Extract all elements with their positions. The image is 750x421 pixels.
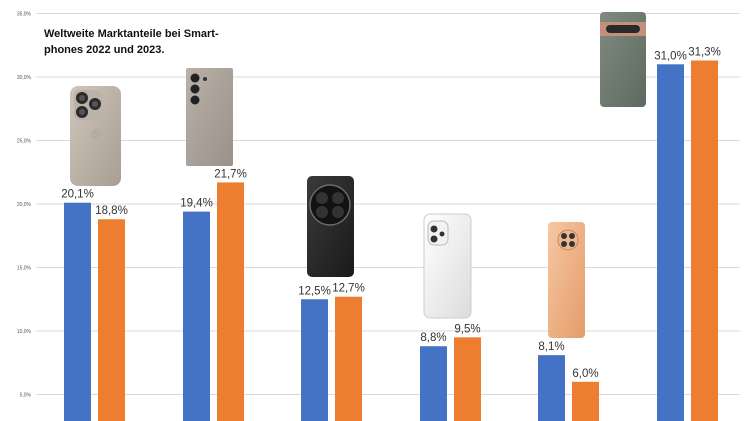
data-label: 31,3%	[688, 46, 721, 58]
google-pixel-icon	[600, 12, 646, 107]
bar-2023-6	[691, 60, 718, 421]
bar-2022-6	[657, 64, 684, 421]
chart-title: Weltweite Marktanteile bei Smart- phones…	[44, 26, 244, 58]
data-label: 9,5%	[454, 323, 480, 335]
bar-2023-1	[98, 219, 125, 421]
y-tick: 15,0%	[17, 266, 740, 272]
y-tick-label: 20,0%	[17, 202, 32, 208]
chart-title-line-2: phones 2022 und 2023.	[44, 44, 165, 56]
bar-2023-2	[217, 182, 244, 421]
bar-2022-2	[183, 211, 210, 421]
data-label: 12,7%	[332, 283, 365, 295]
y-tick: 20,0%	[17, 202, 740, 208]
data-label: 8,8%	[420, 332, 446, 344]
y-tick: 5,0%	[20, 393, 740, 399]
chart-title-line-1: Weltweite Marktanteile bei Smart-	[44, 28, 219, 40]
data-label: 12,5%	[298, 285, 331, 297]
orange-phone-icon	[548, 222, 585, 338]
y-tick-label: 35,0%	[17, 12, 32, 18]
bar-2022-4	[420, 346, 447, 421]
y-tick-label: 30,0%	[17, 75, 32, 81]
xiaomi-black-phone-icon	[307, 176, 354, 277]
bar-2022-5	[538, 355, 565, 421]
bar-2023-3	[335, 296, 362, 421]
data-label: 8,1%	[538, 341, 564, 353]
bar-2023-4	[454, 337, 481, 421]
bar-2023-5	[572, 381, 599, 421]
data-label: 31,0%	[654, 50, 687, 62]
oppo-white-phone-icon	[423, 213, 472, 319]
y-tick: 10,0%	[17, 329, 740, 335]
iphone-titanium-icon	[70, 86, 121, 186]
y-tick: 25,0%	[17, 139, 740, 145]
data-label: 6,0%	[572, 368, 598, 380]
y-tick-label: 25,0%	[17, 139, 32, 145]
y-tick-label: 15,0%	[17, 266, 32, 272]
data-label: 19,4%	[180, 198, 213, 210]
data-label: 18,8%	[95, 205, 128, 217]
y-tick-label: 10,0%	[17, 329, 32, 335]
data-label: 21,7%	[214, 168, 247, 180]
bar-2022-3	[301, 299, 328, 421]
samsung-galaxy-ultra-icon	[186, 68, 233, 166]
data-label: 20,1%	[61, 189, 94, 201]
y-tick-label: 5,0%	[20, 393, 32, 399]
bar-2022-1	[64, 202, 91, 421]
